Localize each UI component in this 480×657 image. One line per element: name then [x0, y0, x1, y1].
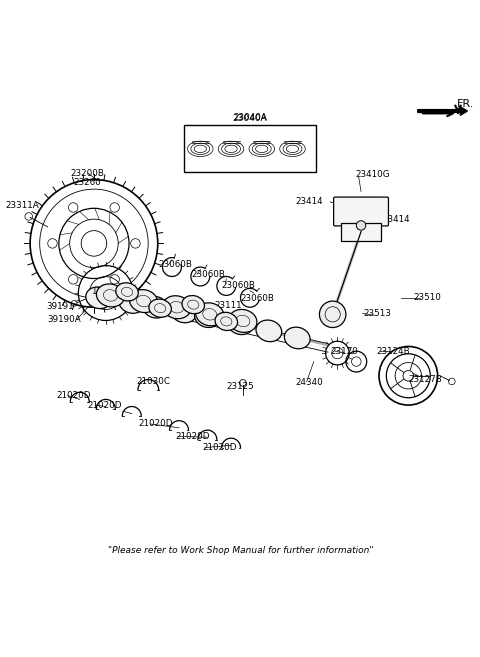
Text: 23060B: 23060B: [240, 294, 275, 304]
Text: 23060B: 23060B: [222, 281, 255, 290]
Text: 23414: 23414: [383, 215, 410, 224]
Text: 39190A: 39190A: [48, 315, 82, 325]
Bar: [341, 223, 381, 241]
Text: 39191: 39191: [46, 302, 74, 311]
Text: 23510: 23510: [413, 293, 441, 302]
Polygon shape: [418, 107, 468, 115]
Ellipse shape: [196, 303, 224, 326]
Text: 21020D: 21020D: [87, 401, 122, 409]
Text: 21020D: 21020D: [57, 391, 91, 400]
Ellipse shape: [119, 292, 144, 313]
FancyBboxPatch shape: [334, 197, 388, 226]
Text: 23311A: 23311A: [5, 201, 39, 210]
Ellipse shape: [96, 284, 125, 307]
Ellipse shape: [130, 290, 157, 313]
Circle shape: [356, 221, 366, 230]
Text: 23040A: 23040A: [233, 113, 267, 122]
Text: 24340: 24340: [295, 378, 323, 388]
Text: 23040A: 23040A: [233, 114, 267, 123]
Bar: [184, 125, 316, 173]
Text: 21020D: 21020D: [175, 432, 210, 441]
Ellipse shape: [256, 320, 282, 342]
Text: 23111: 23111: [215, 302, 242, 310]
Circle shape: [320, 301, 346, 328]
Text: 23125: 23125: [227, 382, 254, 391]
Text: 23060B: 23060B: [192, 270, 225, 279]
Ellipse shape: [182, 296, 204, 314]
Text: 23127B: 23127B: [408, 375, 442, 384]
Text: "Please refer to Work Shop Manual for further information": "Please refer to Work Shop Manual for fu…: [108, 547, 373, 555]
Ellipse shape: [229, 309, 257, 332]
Ellipse shape: [215, 312, 238, 330]
Ellipse shape: [116, 283, 138, 301]
Ellipse shape: [143, 296, 168, 318]
Ellipse shape: [228, 313, 253, 334]
Text: 23260: 23260: [73, 179, 101, 187]
Ellipse shape: [163, 296, 191, 319]
Text: 23414: 23414: [295, 197, 323, 206]
Text: FR.: FR.: [457, 99, 474, 109]
Ellipse shape: [171, 301, 197, 323]
Text: 23124B: 23124B: [376, 347, 409, 355]
Text: 23060B: 23060B: [158, 260, 192, 269]
Text: 11304B: 11304B: [91, 287, 125, 296]
Ellipse shape: [149, 299, 171, 317]
Text: 21020D: 21020D: [138, 419, 173, 428]
Ellipse shape: [194, 306, 220, 327]
Text: 23412: 23412: [357, 197, 384, 206]
Ellipse shape: [86, 287, 111, 309]
Text: 21020D: 21020D: [203, 443, 237, 452]
Text: 23410G: 23410G: [356, 170, 390, 179]
Text: 23513: 23513: [364, 309, 392, 318]
Text: 23120: 23120: [331, 347, 359, 355]
Text: 23200B: 23200B: [70, 169, 104, 178]
Ellipse shape: [284, 327, 310, 349]
Text: 21030C: 21030C: [136, 377, 170, 386]
